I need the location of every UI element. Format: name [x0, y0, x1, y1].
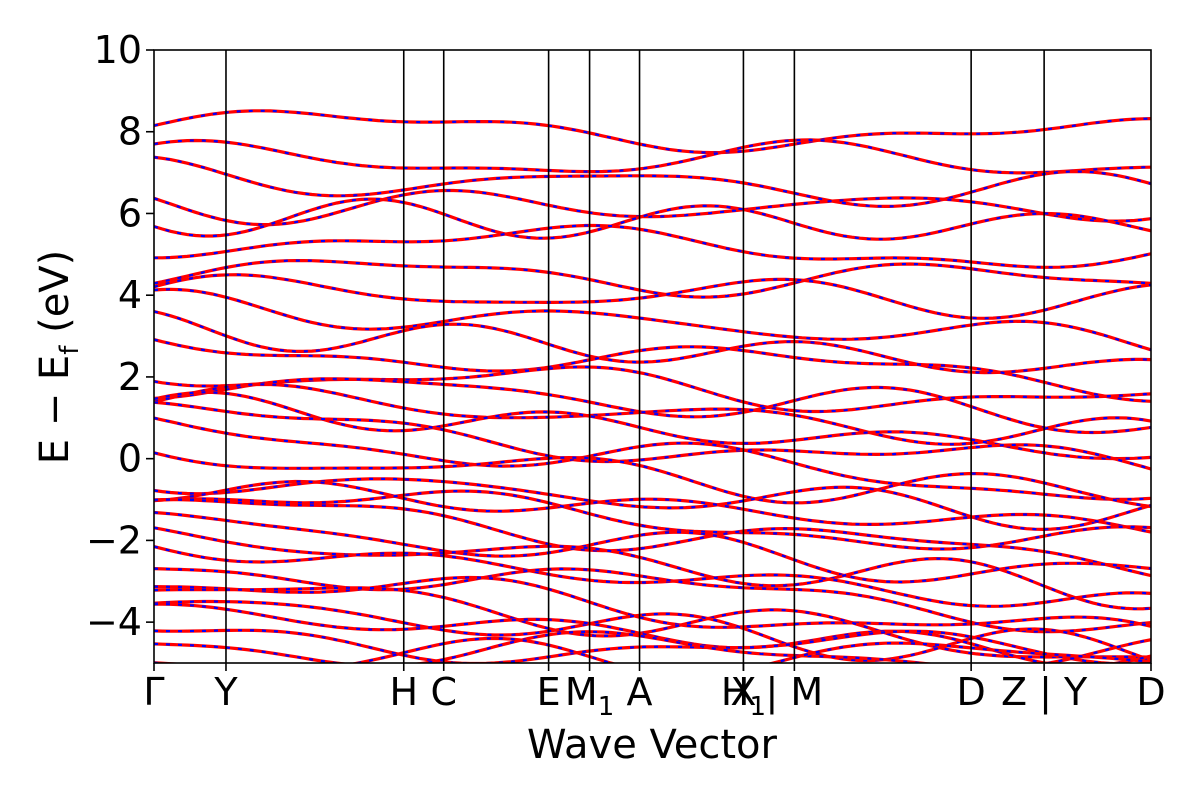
band-line-dashed-3: [154, 189, 1151, 226]
band-line-31: [154, 630, 1151, 663]
band-line-dashed-21: [154, 498, 1151, 577]
y-axis-title: E − Ef (eV): [32, 250, 85, 465]
y-tick-label-3: 2: [118, 355, 142, 399]
band-line-dashed-12: [154, 377, 1151, 434]
x-tick-label-8: H1: [721, 670, 766, 722]
y-tick-label-0: −4: [86, 600, 142, 644]
band-line-24: [154, 545, 1151, 608]
band-line-1: [154, 138, 1151, 175]
band-line-dashed-23: [154, 526, 1151, 610]
x-tick-label-1: Y: [213, 670, 238, 714]
y-tick-label-2: 0: [118, 437, 142, 481]
band-line-dashed-17: [154, 451, 1151, 508]
band-line-9: [154, 309, 1151, 375]
band-line-25: [154, 567, 1151, 634]
band-line-23: [154, 526, 1151, 611]
band-line-0: [154, 109, 1151, 155]
band-line-10: [154, 338, 1151, 403]
y-tick-label-1: −2: [86, 518, 142, 562]
band-line-dashed-2: [154, 156, 1151, 208]
x-tick-label-11: Z | Y: [1001, 670, 1088, 715]
x-tick-label-3: C: [430, 670, 457, 714]
band-line-dashed-14: [154, 391, 1151, 460]
band-line-3: [154, 188, 1151, 227]
x-tick-label-7: X: [730, 670, 756, 714]
band-line-dashed-13: [154, 383, 1151, 446]
y-tick-label-6: 8: [118, 110, 142, 154]
x-tick-label-6: A: [627, 670, 653, 714]
band-line-19: [154, 479, 1151, 534]
band-line-15: [154, 400, 1151, 471]
bands-layer: [154, 109, 1151, 663]
band-line-30: [154, 628, 1151, 663]
band-line-7: [154, 273, 1151, 320]
x-axis-title: Wave Vector: [527, 722, 778, 768]
band-line-dashed-4: [154, 197, 1151, 241]
y-axis-title-units: (eV): [32, 250, 78, 346]
band-line-dashed-7: [154, 273, 1151, 320]
band-line-dashed-26: [154, 576, 1151, 629]
band-line-dashed-22: [154, 511, 1151, 584]
x-tick-label-4: E: [537, 670, 561, 714]
plot-frame: [153, 49, 1152, 664]
x-tick-label-9: | M: [766, 670, 824, 715]
band-line-dashed-27: [154, 586, 1151, 659]
band-line-dashed-1: [154, 138, 1151, 174]
y-axis-ticks: −4 −2 0 2 4 6 8 10: [86, 28, 154, 644]
band-line-dashed-16: [154, 416, 1151, 501]
x-tick-label-2: H: [389, 670, 418, 714]
band-line-5: [154, 223, 1151, 269]
y-axis-title-subscript: f: [55, 345, 85, 355]
y-tick-label-4: 4: [118, 273, 142, 317]
band-line-2: [154, 155, 1151, 209]
band-line-28: [154, 599, 1151, 663]
band-line-dashed-6: [154, 259, 1151, 299]
band-line-14: [154, 390, 1151, 461]
band-line-dashed-8: [154, 288, 1151, 351]
x-tick-label-0: Γ: [143, 670, 164, 714]
y-axis-title-main: E − E: [32, 355, 78, 465]
y-tick-label-7: 10: [94, 28, 142, 72]
x-axis-ticks: Γ Y H C E M1 A XH1 | M D Z | Y D: [143, 663, 1166, 722]
band-line-21: [154, 498, 1151, 578]
x-tick-label-10: D: [957, 670, 986, 714]
y-tick-label-5: 6: [118, 191, 142, 235]
band-line-dashed-32: [154, 637, 1151, 663]
kpoint-separators: [225, 50, 1045, 663]
x-tick-label-12: D: [1136, 670, 1165, 714]
x-tick-label-5: M1: [565, 670, 614, 722]
